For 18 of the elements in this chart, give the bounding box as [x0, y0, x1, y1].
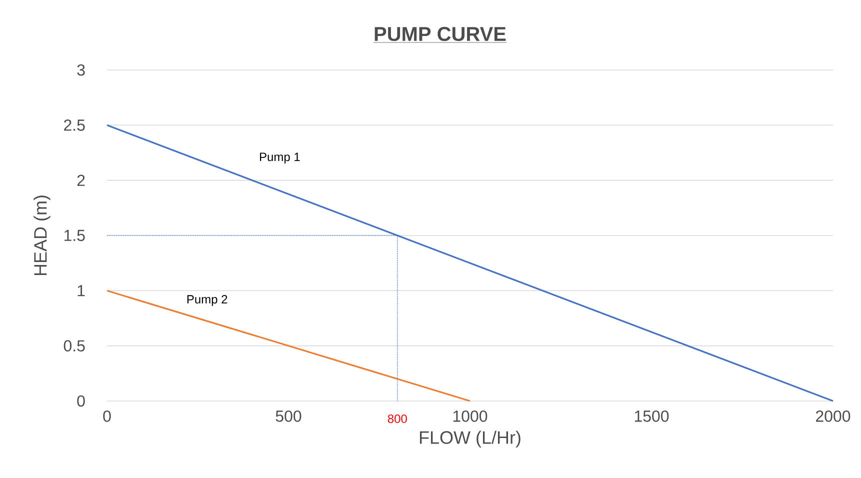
series-label: Pump 1 [260, 152, 300, 164]
y-tick-label: 2.5 [64, 120, 85, 131]
y-tick-label: 1 [78, 285, 85, 296]
y-tick-label: 0.5 [64, 340, 85, 352]
x-axis-title: FLOW (L/Hr) [420, 430, 520, 448]
y-tick-label: 0 [77, 395, 85, 407]
x-tick-label: 500 [276, 410, 302, 422]
x-tick-label: 1000 [453, 410, 488, 422]
y-axis-title: HEAD (m) [34, 196, 50, 276]
x-tick-label: 1500 [634, 410, 669, 422]
y-tick-label: 2 [77, 174, 85, 186]
series-label: Pump 2 [187, 295, 228, 306]
chart-title: PUMP CURVE [374, 26, 506, 42]
y-tick-label: 3 [77, 64, 85, 76]
x-tick-label: 0 [103, 410, 111, 422]
annotation: 800 [388, 414, 407, 424]
x-tick-label: 2000 [816, 410, 850, 422]
y-tick-label: 1.5 [64, 230, 85, 242]
